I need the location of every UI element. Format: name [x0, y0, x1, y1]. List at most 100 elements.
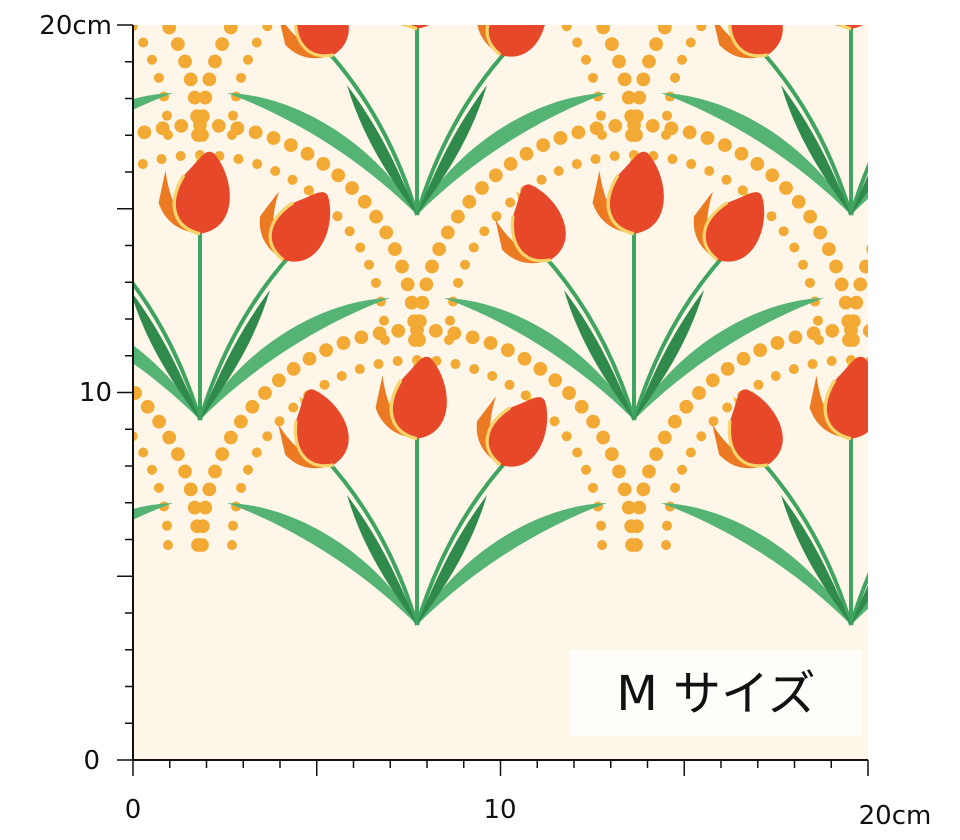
dot	[114, 373, 128, 387]
dot	[549, 416, 560, 427]
dot	[685, 37, 696, 48]
dot	[115, 416, 125, 426]
dot	[682, 125, 697, 140]
dot	[50, 336, 64, 350]
dot	[319, 343, 334, 358]
y-label: 0	[83, 746, 100, 776]
dot	[664, 121, 679, 136]
dot	[208, 464, 222, 479]
dot	[303, 185, 314, 196]
dot	[500, 343, 515, 358]
stem	[105, 0, 200, 10]
dot	[586, 414, 600, 429]
dot	[704, 165, 715, 176]
dot	[804, 277, 815, 288]
dot	[590, 154, 601, 165]
petal	[485, 25, 512, 57]
dot	[903, 364, 913, 374]
leaf	[878, 298, 960, 420]
dot	[71, 198, 81, 208]
leaf	[200, 0, 390, 10]
dot	[536, 174, 547, 185]
dot	[662, 520, 673, 531]
petal	[911, 0, 960, 67]
dot	[903, 243, 913, 253]
dot	[884, 359, 894, 369]
tulip	[916, 177, 960, 277]
dot	[629, 519, 644, 534]
petal	[923, 205, 960, 277]
dot	[778, 226, 789, 237]
dot	[300, 146, 315, 161]
dot	[26, 260, 36, 270]
dot	[11, 316, 21, 326]
dot	[55, 168, 69, 182]
dot	[147, 464, 158, 475]
dot	[881, 326, 895, 340]
dot	[935, 343, 949, 357]
dot	[193, 118, 207, 132]
size-label-box	[570, 650, 862, 736]
dot	[195, 519, 210, 534]
dot	[632, 500, 647, 515]
dot	[926, 211, 936, 221]
stem	[537, 248, 636, 421]
dot	[909, 181, 923, 195]
petal	[823, 356, 868, 439]
stem	[198, 248, 297, 421]
dot	[621, 500, 636, 515]
dot	[479, 226, 490, 237]
dot	[826, 356, 837, 367]
dot	[939, 198, 949, 208]
dot	[812, 315, 823, 326]
motif	[629, 0, 960, 216]
dot	[103, 175, 113, 185]
dot	[561, 431, 572, 442]
dot	[332, 211, 343, 222]
dot	[147, 54, 158, 65]
dot	[939, 380, 949, 390]
dot	[503, 157, 518, 171]
petal	[728, 25, 783, 57]
petal	[942, 391, 960, 440]
motif	[0, 336, 205, 552]
motif	[412, 0, 856, 10]
dot	[0, 356, 7, 366]
dot	[198, 90, 213, 105]
dot	[195, 538, 209, 552]
dot	[475, 181, 489, 195]
dot	[450, 359, 461, 370]
dot	[19, 278, 29, 288]
leaf	[200, 290, 270, 420]
dot	[887, 278, 897, 288]
dot	[549, 6, 559, 16]
dot	[668, 5, 682, 19]
petal	[728, 389, 783, 467]
petal	[0, 357, 13, 439]
dot	[354, 364, 365, 375]
dot	[234, 5, 248, 19]
petal	[712, 424, 768, 469]
dot	[283, 138, 298, 153]
dot	[274, 416, 285, 427]
dot	[954, 147, 960, 161]
dot	[102, 138, 116, 152]
ruler	[117, 24, 869, 776]
dot	[153, 72, 164, 83]
dot	[152, 5, 166, 19]
petal	[898, 393, 959, 465]
petal	[809, 375, 851, 439]
dot	[208, 54, 222, 69]
dot	[175, 151, 186, 162]
dot	[866, 244, 868, 254]
petal	[606, 174, 635, 236]
dot	[533, 362, 548, 376]
dot	[252, 159, 263, 170]
dot	[938, 157, 952, 171]
dot	[882, 297, 892, 307]
dot	[789, 242, 800, 253]
x-label: 20cm	[859, 801, 932, 831]
dot	[597, 540, 607, 550]
dot	[233, 154, 244, 165]
petal	[293, 0, 336, 26]
